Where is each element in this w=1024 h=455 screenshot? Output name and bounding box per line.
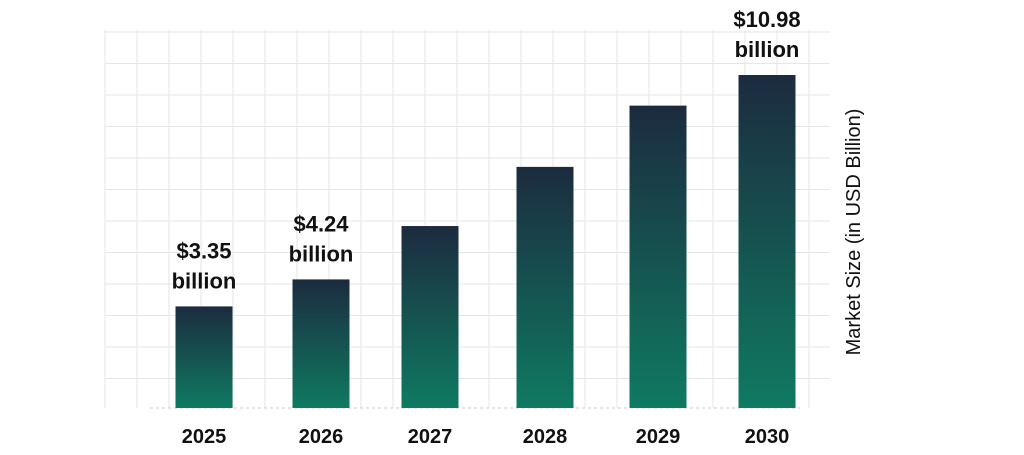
y-axis-title: Market Size (in USD Billion) <box>843 109 865 356</box>
x-axis-ticks: 2025 2026 2027 2028 2029 2030 <box>182 426 790 448</box>
bars <box>175 75 796 408</box>
x-tick-label: 2029 <box>636 426 681 448</box>
x-tick-label: 2026 <box>299 426 344 448</box>
data-label: $4.24 <box>293 211 349 236</box>
x-tick-label: 2025 <box>182 426 227 448</box>
data-label: $3.35 <box>176 238 231 263</box>
bar-2025 <box>175 306 233 408</box>
bar-2030 <box>738 75 796 408</box>
x-tick-label: 2027 <box>408 426 453 448</box>
x-tick-label: 2030 <box>745 426 790 448</box>
data-labels: $3.35 billion $4.24 billion $10.98 billion <box>172 7 801 293</box>
bar-2027 <box>401 226 459 408</box>
bar-2029 <box>629 105 687 408</box>
data-label: billion <box>735 37 800 62</box>
data-label: billion <box>172 268 237 293</box>
data-label: billion <box>289 241 354 266</box>
x-tick-label: 2028 <box>523 426 568 448</box>
bar-2028 <box>516 166 574 408</box>
data-label: $10.98 <box>733 7 800 32</box>
bar-2026 <box>292 279 350 408</box>
